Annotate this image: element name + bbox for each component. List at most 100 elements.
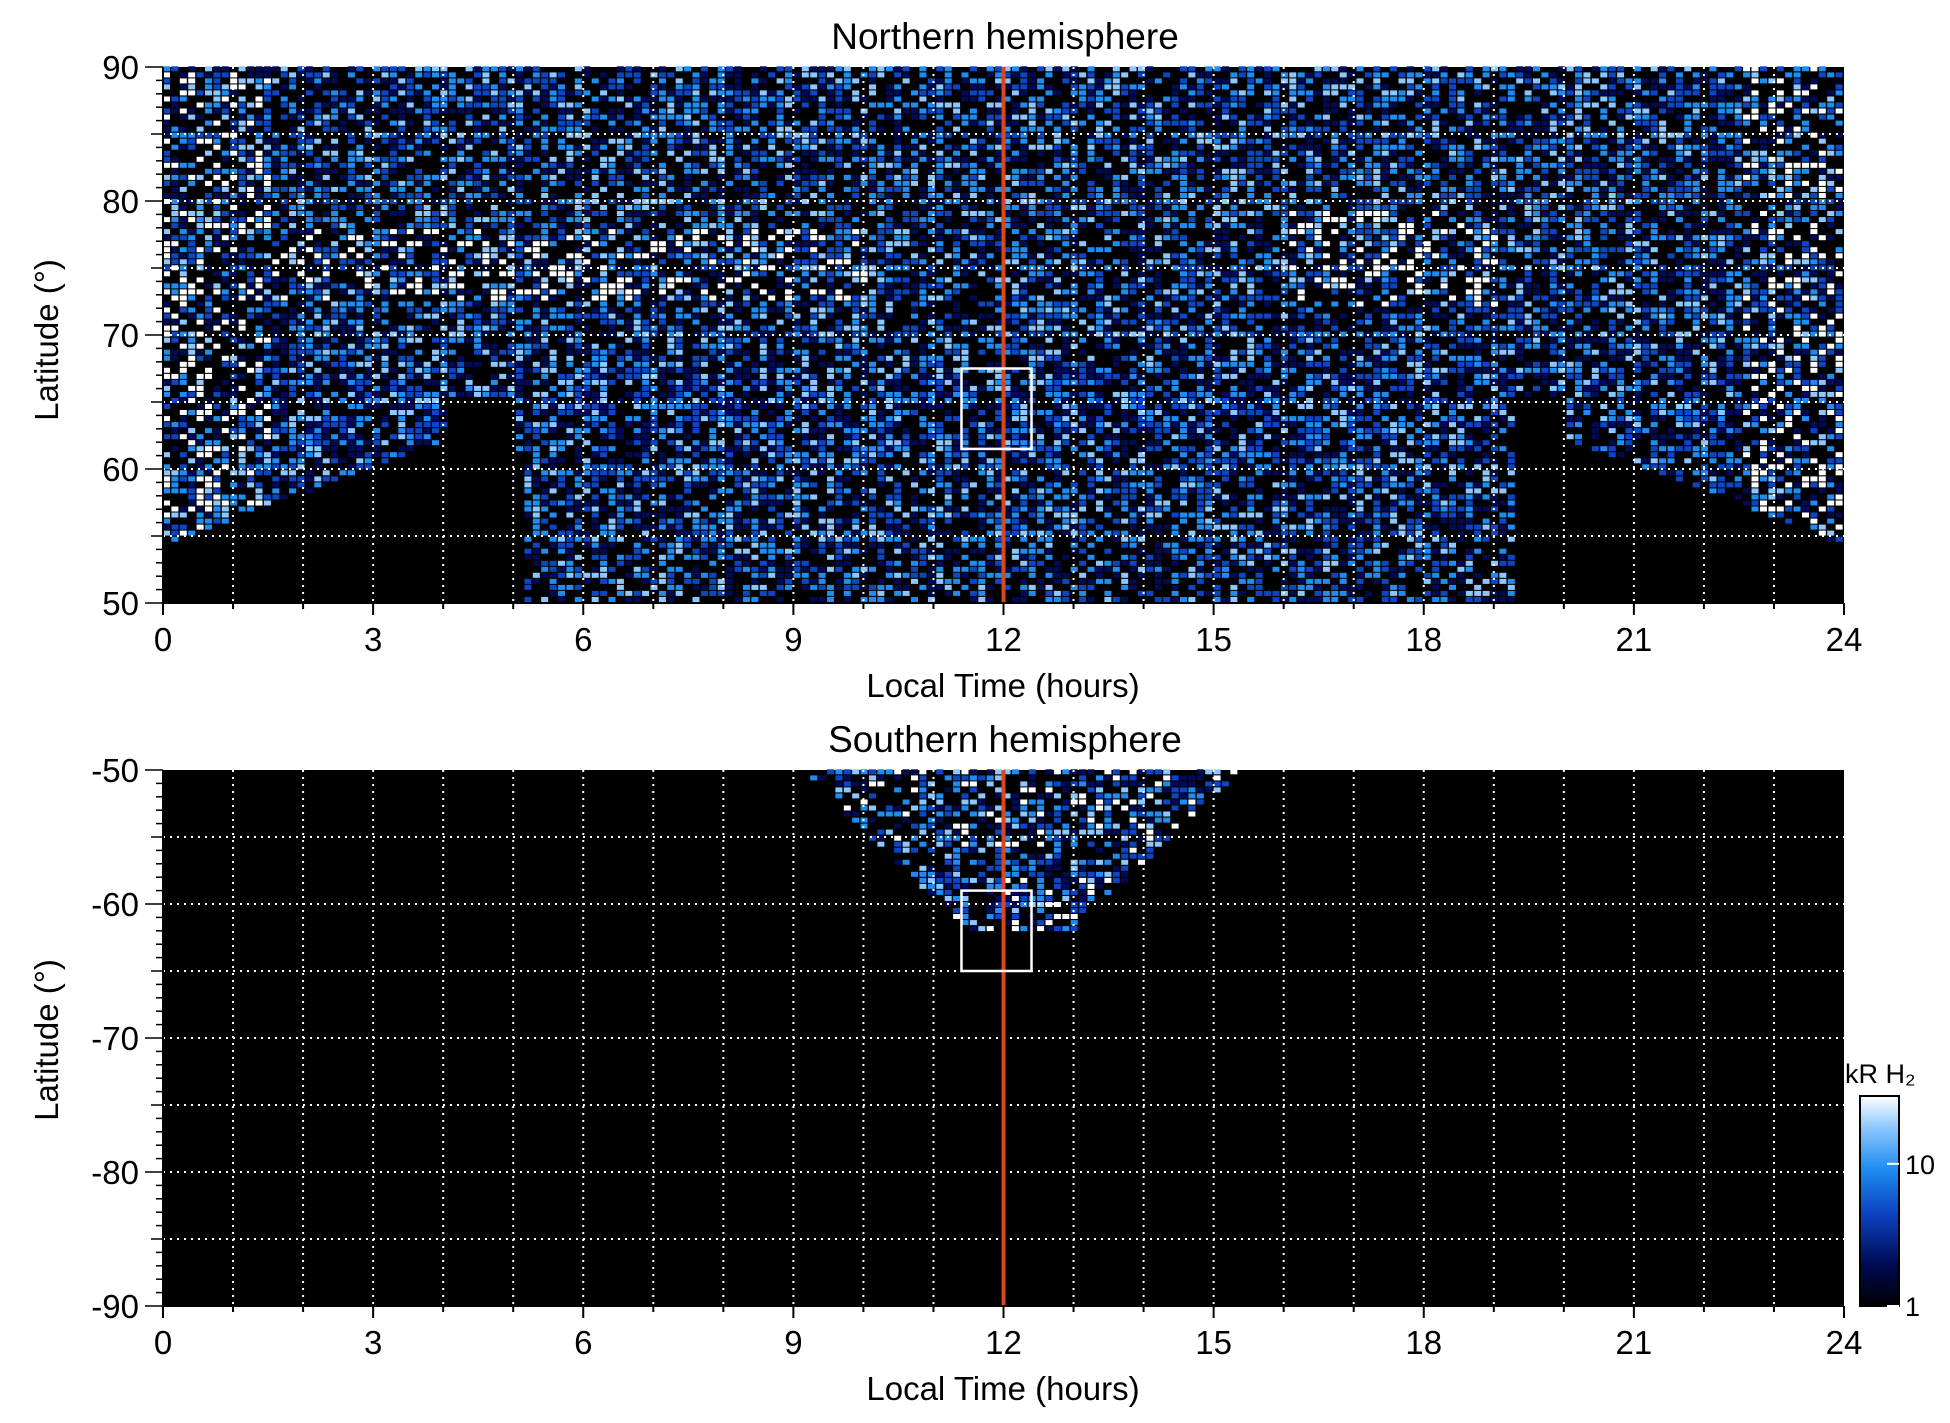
heatmap-cell <box>247 126 255 132</box>
heatmap-cell <box>221 295 229 301</box>
heatmap-cell <box>600 470 608 476</box>
heatmap-cell <box>885 265 893 271</box>
heatmap-cell <box>482 241 490 247</box>
heatmap-cell <box>860 301 868 307</box>
heatmap-cell <box>541 548 549 554</box>
heatmap-cell <box>843 138 851 144</box>
heatmap-cell <box>700 199 708 204</box>
heatmap-cell <box>272 398 280 403</box>
heatmap-cell <box>482 271 490 277</box>
heatmap-cell <box>852 90 860 96</box>
heatmap-cell <box>188 138 196 144</box>
heatmap-cell <box>734 108 742 114</box>
heatmap-cell <box>583 283 591 289</box>
heatmap-cell <box>894 132 902 138</box>
heatmap-cell <box>675 458 683 464</box>
heatmap-cell <box>776 476 784 482</box>
heatmap-cell <box>877 476 885 482</box>
heatmap-cell <box>961 283 969 289</box>
heatmap-cell <box>221 506 229 512</box>
heatmap-cell <box>734 548 742 554</box>
heatmap-cell <box>675 536 683 542</box>
heatmap-cell <box>852 156 860 162</box>
heatmap-cell <box>751 78 759 84</box>
heatmap-cell <box>516 307 523 313</box>
heatmap-cell <box>608 566 616 572</box>
heatmap-cell <box>726 337 734 343</box>
heatmap-cell <box>432 253 439 259</box>
heatmap-cell <box>759 265 767 271</box>
heatmap-cell <box>364 162 372 168</box>
heatmap-cell <box>465 205 473 210</box>
heatmap-cell <box>776 66 784 72</box>
heatmap-cell <box>356 253 364 259</box>
heatmap-cell <box>810 96 818 102</box>
heatmap-cell <box>566 132 574 138</box>
heatmap-cell <box>583 114 591 120</box>
heatmap-cell <box>305 211 313 216</box>
heatmap-cell <box>902 211 910 216</box>
heatmap-cell <box>894 349 902 355</box>
heatmap-cell <box>650 168 658 174</box>
heatmap-cell <box>852 235 860 241</box>
heatmap-cell <box>759 307 767 313</box>
heatmap-cell <box>524 259 532 265</box>
heatmap-cell <box>869 404 876 409</box>
heatmap-cell <box>205 373 212 379</box>
heatmap-cell <box>835 325 843 331</box>
heatmap-cell <box>759 530 767 536</box>
heatmap-cell <box>389 162 397 168</box>
heatmap-cell <box>432 120 439 126</box>
heatmap-cell <box>490 379 498 385</box>
heatmap-cell <box>364 289 372 295</box>
heatmap-cell <box>221 379 229 385</box>
heatmap-cell <box>961 452 969 458</box>
heatmap-cell <box>558 162 565 168</box>
heatmap-cell <box>272 367 280 373</box>
heatmap-cell <box>415 168 423 174</box>
heatmap-cell <box>179 132 187 138</box>
heatmap-cell <box>457 96 465 102</box>
heatmap-cell <box>541 180 549 186</box>
heatmap-cell <box>633 367 641 373</box>
heatmap-cell <box>406 434 414 440</box>
heatmap-cell <box>919 404 927 409</box>
heatmap-cell <box>818 66 826 72</box>
heatmap-cell <box>331 440 339 446</box>
heatmap-cell <box>927 548 935 554</box>
heatmap-cell <box>574 530 582 536</box>
heatmap-cell <box>574 132 582 138</box>
heatmap-cell <box>188 78 196 84</box>
heatmap-cell <box>759 271 767 277</box>
heatmap-cell <box>709 464 717 470</box>
heatmap-cell <box>289 247 297 253</box>
heatmap-cell <box>171 313 179 319</box>
heatmap-cell <box>474 138 481 144</box>
heatmap-cell <box>331 416 339 422</box>
heatmap-cell <box>205 295 212 301</box>
heatmap-cell <box>600 277 608 283</box>
heatmap-cell <box>717 548 725 554</box>
heatmap-cell <box>591 174 599 180</box>
heatmap-cell <box>314 114 322 120</box>
heatmap-cell <box>230 102 238 108</box>
heatmap-cell <box>532 542 540 548</box>
heatmap-cell <box>314 174 322 180</box>
heatmap-cell <box>877 102 885 108</box>
heatmap-cell <box>944 548 952 554</box>
heatmap-cell <box>314 349 322 355</box>
heatmap-cell <box>776 132 784 138</box>
heatmap-cell <box>339 416 347 422</box>
heatmap-cell <box>574 235 582 241</box>
heatmap-cell <box>263 404 271 409</box>
heatmap-cell <box>381 114 389 120</box>
heatmap-cell <box>785 488 792 494</box>
heatmap-cell <box>221 235 229 241</box>
heatmap-cell <box>936 440 944 446</box>
heatmap-cell <box>936 193 944 198</box>
heatmap-cell <box>373 313 381 319</box>
heatmap-cell <box>709 295 717 301</box>
heatmap-cell <box>810 313 818 319</box>
heatmap-cell <box>667 518 675 524</box>
heatmap-cell <box>389 193 397 198</box>
